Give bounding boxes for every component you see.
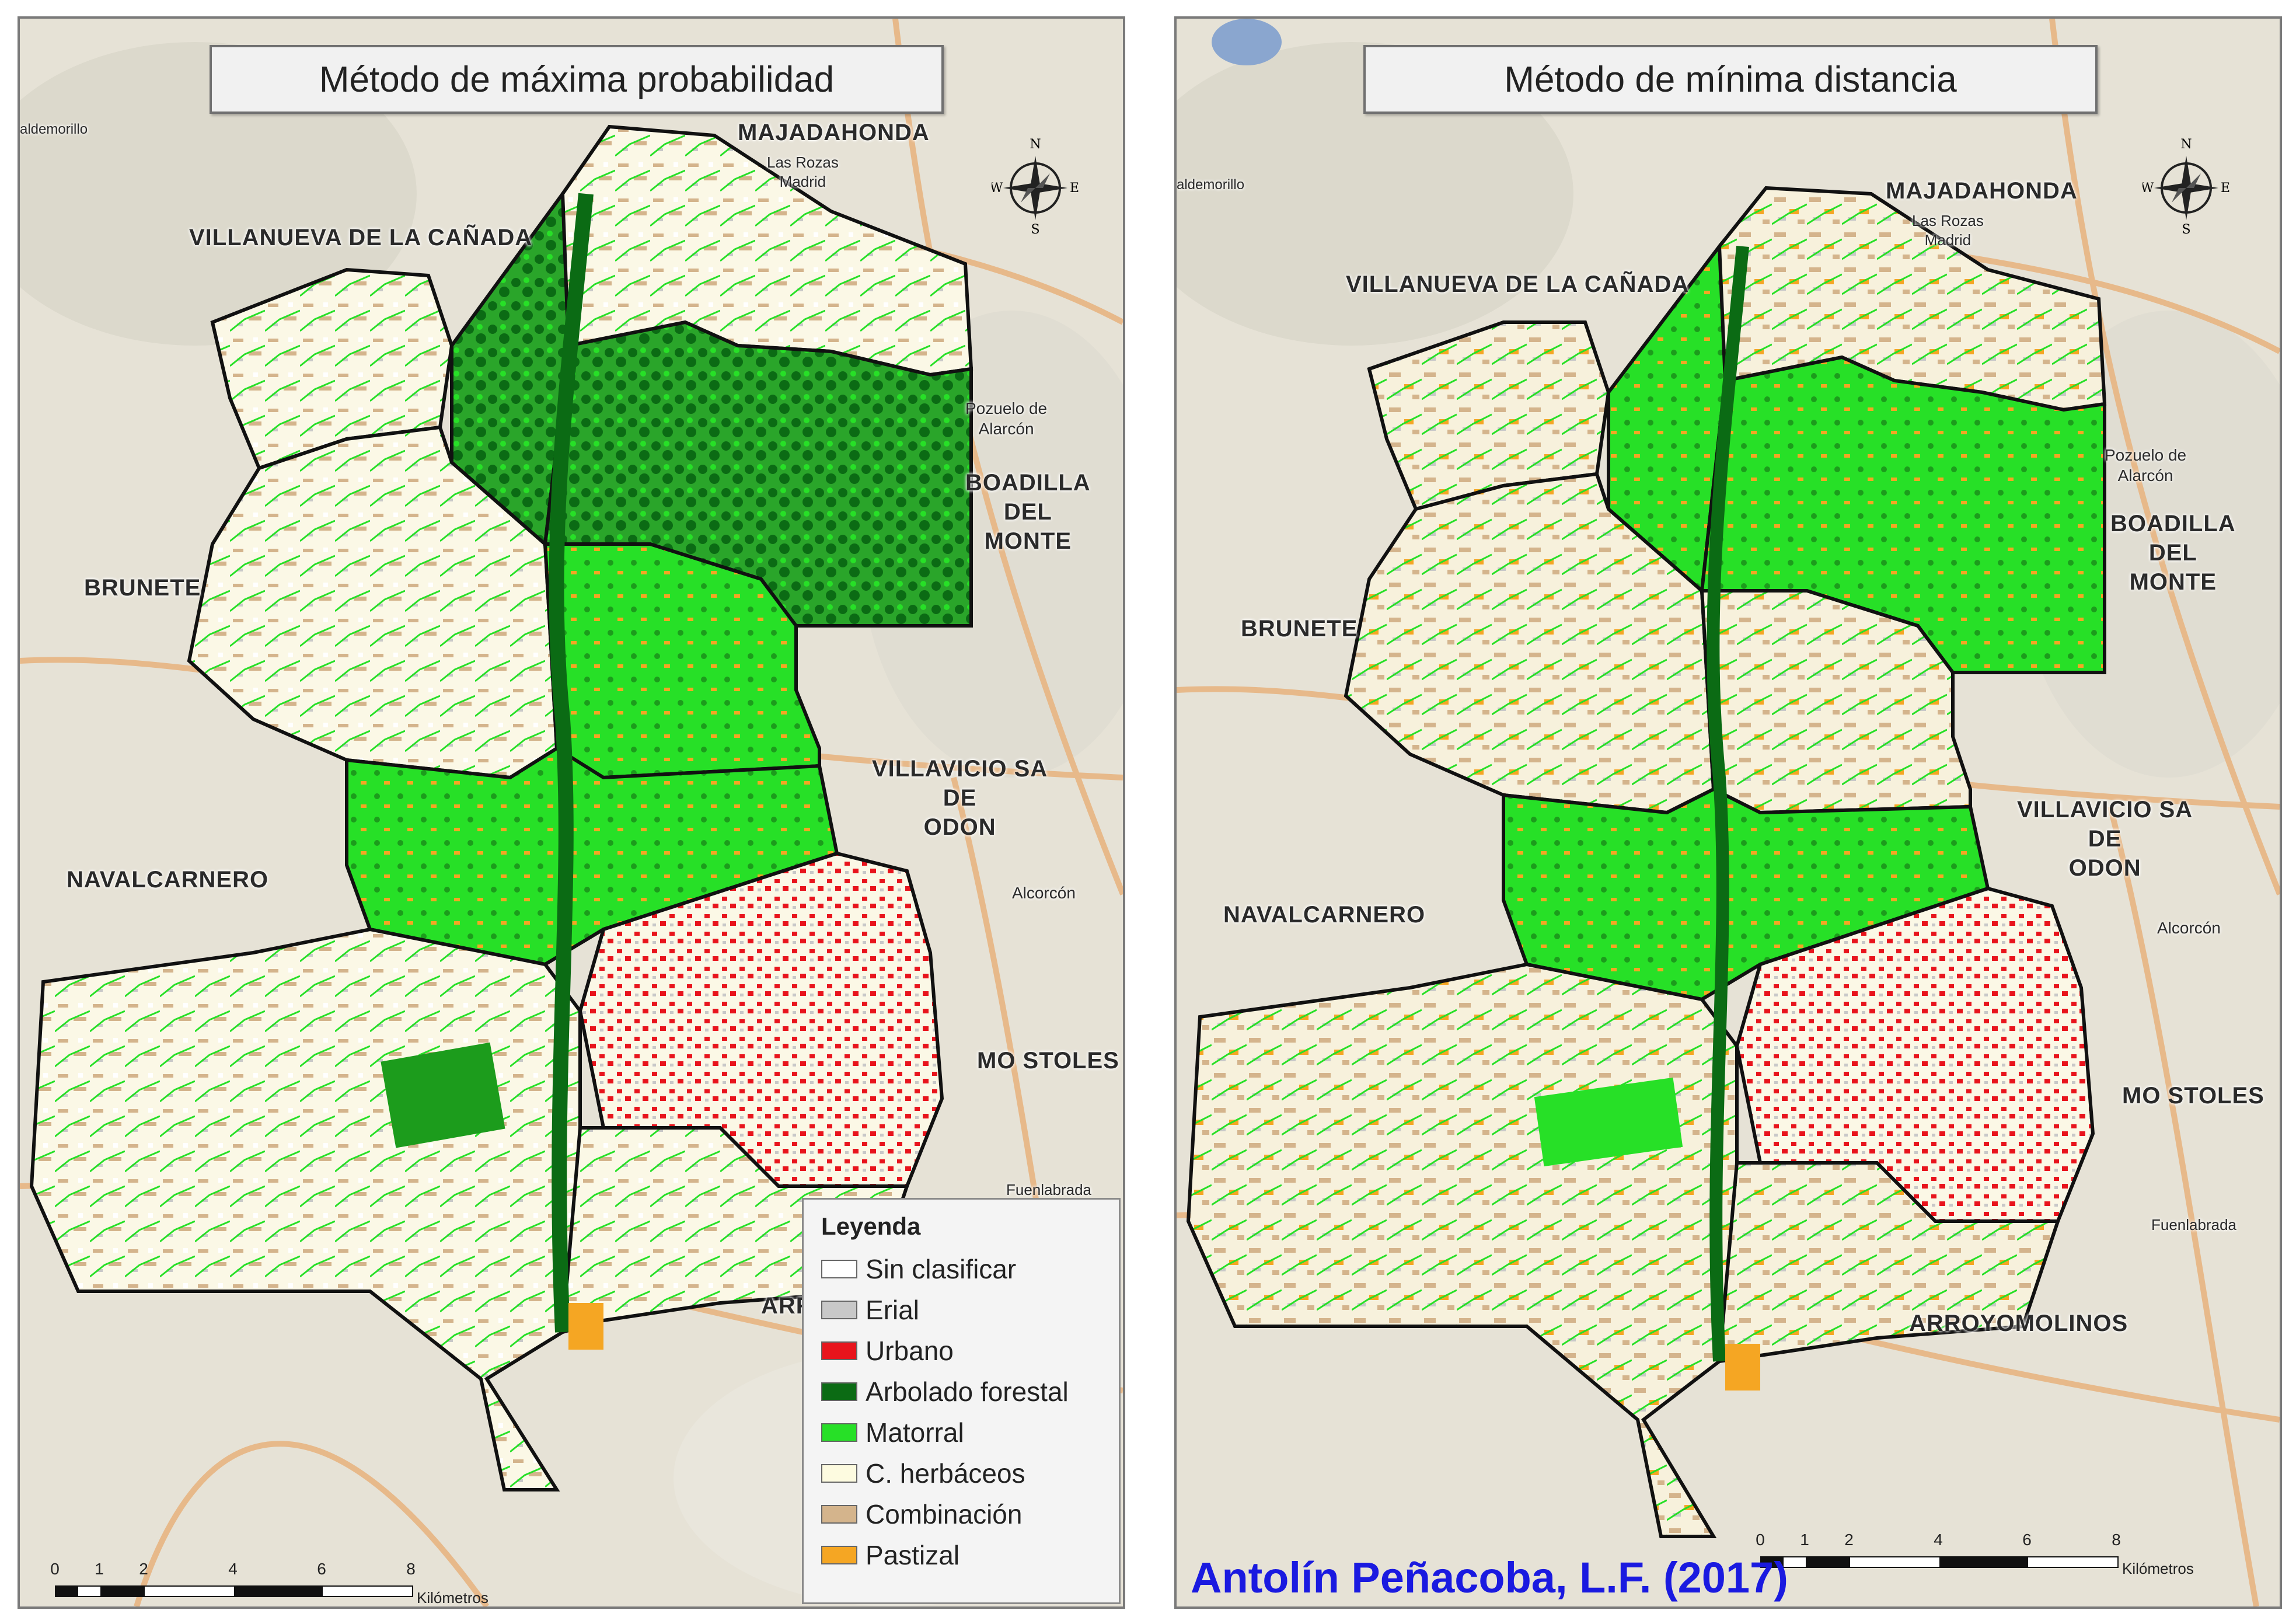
place-arroyomolinos: ARROYOMOLINOS [1909,1311,2128,1336]
place-boadilla: BOADILLA DEL MONTE [965,470,1091,554]
place-las-rozas: Las Rozas Madrid [1912,212,1984,249]
legend-title: Leyenda [821,1212,921,1240]
legend-label: Combinación [866,1499,1023,1529]
scale-tick: 0 [50,1560,60,1578]
scale-unit: Kilómetros [2122,1560,2194,1577]
legend-swatch [821,1341,857,1360]
map-panel-maximum-likelihood: Método de máxima probabilidad MAJADAHOND… [18,16,1125,1609]
legend-label: C. herbáceos [866,1458,1025,1489]
scale-tick: 4 [228,1560,238,1578]
scale-tick: 1 [1800,1531,1809,1549]
scale-tick: 6 [317,1560,326,1578]
compass-e: E [2221,181,2230,196]
legend-swatch [821,1382,857,1401]
pastizal-patch [1725,1344,1760,1390]
place-alcorcon: Alcorcón [2157,919,2221,937]
scale-unit: Kilómetros [417,1589,488,1606]
place-brunete: BRUNETE [1241,616,1358,642]
legend-item: Combinación [804,1494,1119,1535]
scale-tick: 6 [2022,1531,2032,1549]
map-title: Método de mínima distancia [1363,45,2098,114]
place-villanueva: VILLANUEVA DE LA CAÑADA [189,225,533,250]
place-brunete: BRUNETE [84,575,201,601]
compass-w: W [2143,181,2154,196]
scale-tick: 2 [139,1560,148,1578]
legend-label: Sin clasificar [866,1254,1017,1284]
place-mostoles: MO STOLES [2122,1083,2264,1109]
map-canvas [1177,19,2280,1606]
compass-icon: N S W E [2141,135,2230,237]
scale-tick: 8 [406,1560,416,1578]
legend-item: Pastizal [804,1535,1119,1576]
scale-bar: 0 1 2 4 6 8 Kilómetros [50,1560,488,1606]
place-valdemorillo: aldemorillo [20,121,88,137]
legend-swatch [821,1546,857,1564]
legend-item: C. herbáceos [804,1453,1119,1494]
compass-icon: N S W E [990,135,1079,237]
legend-swatch [821,1423,857,1442]
place-boadilla: BOADILLA DEL MONTE [2110,511,2236,595]
place-villanueva: VILLANUEVA DE LA CAÑADA [1346,271,1690,297]
legend-item: Erial [804,1290,1119,1330]
legend-label: Matorral [866,1417,964,1448]
scale-bar: 0 1 2 4 6 8 Kilómetros [1756,1531,2194,1583]
scale-tick: 2 [1844,1531,1854,1549]
place-pozuelo: Pozuelo de Alarcón [965,399,1048,438]
legend-item: Urbano [804,1330,1119,1371]
place-mostoles: MO STOLES [977,1048,1119,1074]
scale-tick: 1 [95,1560,104,1578]
place-fuenlabrada: Fuenlabrada [2151,1216,2236,1233]
map-canvas [20,19,1123,1606]
river-corridor [1707,245,1749,1362]
scale-tick: 8 [2112,1531,2121,1549]
compass-e: E [1070,181,1079,196]
place-valdemorillo: aldemorillo [1177,177,1245,193]
place-majadahonda: MAJADAHONDA [1886,178,2078,204]
river-corridor [549,193,594,1333]
place-majadahonda: MAJADAHONDA [738,120,930,145]
place-alcorcon: Alcorcón [1012,884,1076,902]
map-title: Método de máxima probabilidad [210,45,944,114]
place-las-rozas: Las Rozas Madrid [767,154,839,190]
forest-block [381,1042,505,1148]
compass-w: W [992,181,1003,196]
compass-n: N [1030,137,1041,152]
compass-s: S [2182,222,2190,235]
scale-tick: 4 [1934,1531,1943,1549]
map-legend: Leyenda Sin clasificar Erial Urbano Arbo… [802,1198,1121,1604]
legend-swatch [821,1505,857,1524]
legend-label: Urbano [866,1336,954,1366]
place-villaviciosa: VILLAVICIO SA DE ODON [2017,797,2193,881]
scale-tick: 0 [1756,1531,1765,1549]
place-fuenlabrada: Fuenlabrada [1006,1181,1091,1198]
legend-swatch [821,1301,857,1319]
legend-label: Erial [866,1295,920,1325]
credit-text: Antolín Peñacoba, L.F. (2017) [1191,1553,1788,1602]
legend-swatch [821,1260,857,1278]
compass-s: S [1031,222,1039,235]
place-villaviciosa: VILLAVICIO SA DE ODON [872,756,1048,840]
legend-item: Matorral [804,1412,1119,1453]
compass-n: N [2180,137,2192,152]
place-pozuelo: Pozuelo de Alarcón [2105,446,2187,485]
legend-label: Arbolado forestal [866,1376,1069,1407]
legend-item: Sin clasificar [804,1249,1119,1290]
scrub-block [1534,1077,1683,1167]
place-navalcarnero: NAVALCARNERO [1223,902,1426,928]
pastizal-patch [568,1303,603,1350]
legend-label: Pastizal [866,1540,960,1570]
place-navalcarnero: NAVALCARNERO [67,867,269,893]
map-panel-minimum-distance: Método de mínima distancia MAJADAHONDA L… [1174,16,2282,1609]
legend-item: Arbolado forestal [804,1371,1119,1412]
legend-swatch [821,1464,857,1483]
